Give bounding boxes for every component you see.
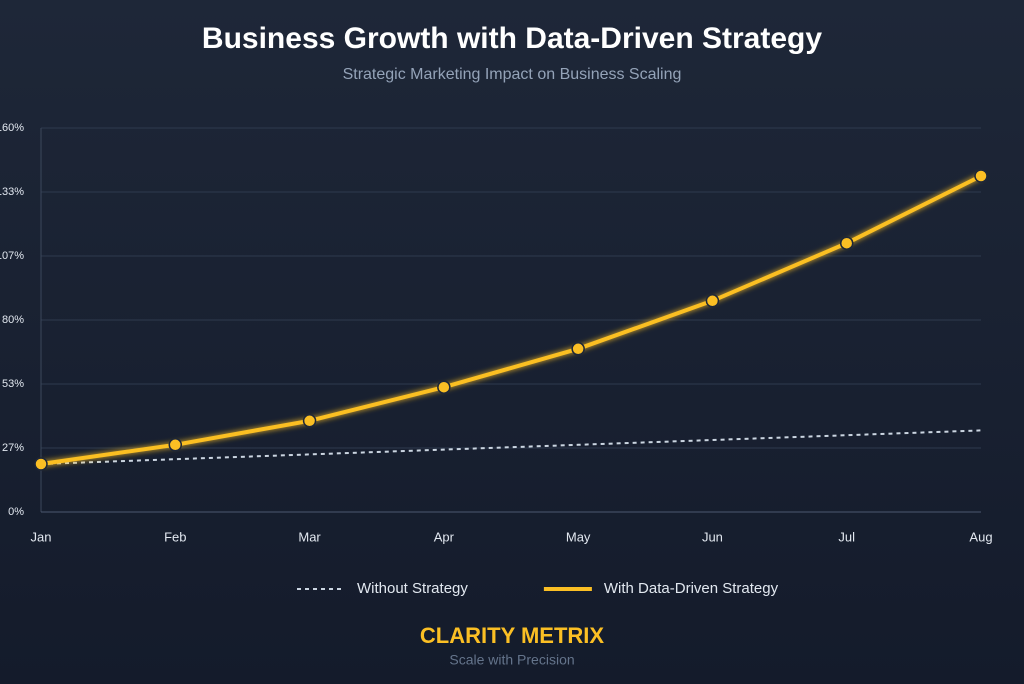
series-line bbox=[40, 174, 982, 466]
x-tick-label: May bbox=[566, 529, 591, 544]
point bbox=[839, 236, 854, 250]
y-tick-label: 27% bbox=[2, 442, 24, 454]
point bbox=[974, 169, 988, 183]
x-tick-label: Apr bbox=[434, 529, 455, 544]
brand: CLARITY METRIX bbox=[420, 623, 604, 648]
point bbox=[437, 380, 451, 394]
point bbox=[302, 414, 317, 428]
y-tick-label: 80% bbox=[2, 314, 24, 326]
y-tick-label: 0% bbox=[8, 506, 24, 518]
point bbox=[168, 438, 183, 452]
legend-label: With Data-Driven Strategy bbox=[604, 580, 779, 597]
x-tick-label: Jun bbox=[702, 529, 723, 544]
point bbox=[571, 342, 585, 356]
x-tick-label: Feb bbox=[164, 529, 186, 544]
chart-subtitle: Strategic Marketing Impact on Business S… bbox=[343, 66, 682, 83]
y-tick-label: 133% bbox=[0, 186, 24, 198]
y-tick-label: 53% bbox=[2, 378, 24, 390]
chart-title: Business Growth with Data-Driven Strateg… bbox=[202, 22, 822, 55]
series-line bbox=[40, 429, 982, 465]
x-tick-label: Mar bbox=[298, 529, 321, 544]
point bbox=[34, 457, 48, 471]
y-tick-label: 107% bbox=[0, 250, 24, 262]
x-tick-label: Aug bbox=[969, 529, 992, 544]
x-tick-label: Jan bbox=[31, 529, 52, 544]
y-tick-label: 160% bbox=[0, 122, 24, 134]
legend-label: Without Strategy bbox=[357, 580, 468, 597]
tagline: Scale with Precision bbox=[449, 652, 574, 668]
point bbox=[705, 294, 720, 308]
x-tick-label: Jul bbox=[838, 529, 855, 544]
